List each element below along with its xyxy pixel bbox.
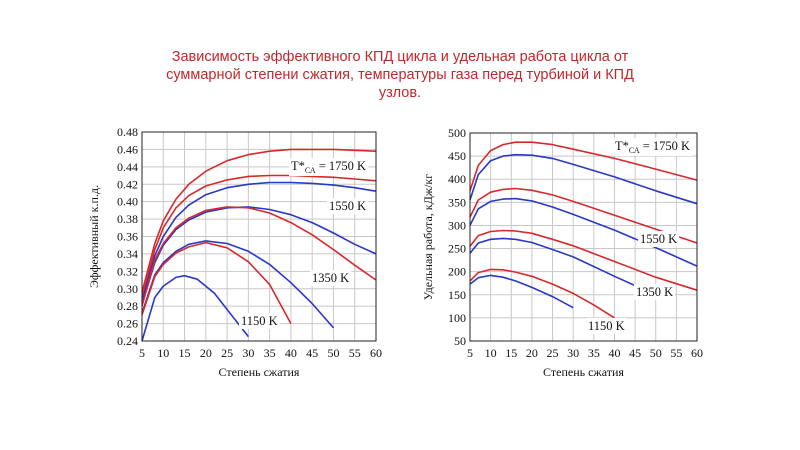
series-line-1 xyxy=(469,153,698,205)
x-tick-label: 40 xyxy=(285,346,297,360)
plot-frame xyxy=(469,132,698,342)
x-tick-label: 55 xyxy=(670,346,682,360)
x-tick-label: 30 xyxy=(567,346,579,360)
y-tick-label: 0.42 xyxy=(117,177,138,191)
series-line-2 xyxy=(469,187,698,244)
y-tick-label: 450 xyxy=(448,149,466,163)
temperature-label-0: T*СА = 1750 K xyxy=(615,139,690,155)
series-line-4 xyxy=(141,206,377,307)
y-tick-label: 0.30 xyxy=(117,282,138,296)
x-tick-label: 50 xyxy=(650,346,662,360)
series-line-1 xyxy=(141,174,377,298)
series-line-0 xyxy=(141,148,377,293)
x-tick-label: 15 xyxy=(505,346,517,360)
y-tick-label: 0.46 xyxy=(117,142,138,156)
x-tick-label: 45 xyxy=(306,346,318,360)
x-tick-label: 60 xyxy=(691,346,703,360)
series-line-5 xyxy=(469,237,657,296)
x-tick-label: 50 xyxy=(327,346,339,360)
x-tick-label: 60 xyxy=(370,346,382,360)
y-tick-label: 300 xyxy=(448,218,466,232)
x-tick-label: 40 xyxy=(608,346,620,360)
plot-frame xyxy=(141,131,377,342)
temperature-label-2: 1350 K xyxy=(636,285,673,299)
series-line-5 xyxy=(141,240,335,329)
annotation-bg xyxy=(638,231,680,247)
temperature-label-1: 1550 K xyxy=(329,199,366,213)
x-tick-label: 10 xyxy=(485,346,497,360)
y-tick-label: 0.28 xyxy=(117,299,138,313)
series-line-6 xyxy=(141,241,292,324)
y-tick-label: 0.26 xyxy=(117,317,138,331)
title-line-1: Зависимость эффективного КПД цикла и уде… xyxy=(171,49,629,65)
y-axis-label: Эффективный к.п.д. xyxy=(87,185,101,288)
y-tick-label: 0.48 xyxy=(117,125,138,139)
x-tick-label: 15 xyxy=(179,346,191,360)
slide-title: Зависимость эффективного КПД цикла и уде… xyxy=(130,48,670,102)
temperature-label-0: T*СА = 1750 K xyxy=(291,159,366,175)
y-tick-label: 50 xyxy=(454,334,466,348)
x-tick-label: 10 xyxy=(157,346,169,360)
y-tick-label: 0.32 xyxy=(117,264,138,278)
annotation-bg xyxy=(634,284,676,300)
y-tick-label: 500 xyxy=(448,126,466,140)
annotation-bg xyxy=(310,270,352,286)
temperature-label-1: 1550 K xyxy=(640,232,677,246)
title-line-2: суммарной степени сжатия, температуры га… xyxy=(166,67,634,83)
y-axis-label: Удельная работа, кДж/кг xyxy=(421,174,435,300)
annotation-bg xyxy=(586,318,627,334)
x-tick-label: 25 xyxy=(221,346,233,360)
title-line-3: узлов. xyxy=(378,85,422,101)
annotation-bg xyxy=(613,138,693,156)
y-tick-label: 0.38 xyxy=(117,212,138,226)
efficiency-chart: 5 10 15 20 25 30 35 40 45 50 55 60 0.24 0.26 0.28 0.30 0… xyxy=(87,125,382,379)
temperature-label-3: 1150 K xyxy=(241,314,278,328)
x-tick-label: 20 xyxy=(200,346,212,360)
x-tick-label: 45 xyxy=(629,346,641,360)
y-tick-label: 100 xyxy=(448,311,466,325)
y-tick-label: 0.24 xyxy=(117,334,138,348)
x-axis-label: Степень сжатия xyxy=(219,365,300,379)
y-tick-label: 200 xyxy=(448,265,466,279)
annotation-bg xyxy=(289,158,369,176)
x-tick-label: 35 xyxy=(264,346,276,360)
x-tick-label: 5 xyxy=(139,346,145,360)
x-tick-label: 5 xyxy=(467,346,473,360)
x-tick-label: 35 xyxy=(588,346,600,360)
y-tick-label: 0.40 xyxy=(117,195,138,209)
y-tick-label: 0.34 xyxy=(117,247,138,261)
y-tick-label: 350 xyxy=(448,195,466,209)
annotation-bg xyxy=(327,198,369,214)
series-line-3 xyxy=(469,197,698,267)
series-line-4 xyxy=(469,229,698,291)
x-axis-label: Степень сжатия xyxy=(543,365,624,379)
x-tick-label: 30 xyxy=(242,346,254,360)
series-line-6 xyxy=(469,268,615,319)
series-line-0 xyxy=(469,141,698,192)
specific-work-chart: 5 10 15 20 25 30 35 40 45 50 55 60 50 100 150 200 250 300… xyxy=(421,126,703,379)
x-tick-label: 25 xyxy=(547,346,559,360)
annotation-bg xyxy=(239,313,280,329)
x-tick-label: 20 xyxy=(526,346,538,360)
y-tick-label: 0.44 xyxy=(117,160,138,174)
series-line-7 xyxy=(469,274,574,309)
y-tick-label: 0.36 xyxy=(117,230,138,244)
series-line-2 xyxy=(141,181,377,303)
y-tick-label: 400 xyxy=(448,172,466,186)
temperature-label-2: 1350 K xyxy=(312,271,349,285)
x-tick-label: 55 xyxy=(349,346,361,360)
y-tick-label: 250 xyxy=(448,242,466,256)
y-tick-label: 150 xyxy=(448,288,466,302)
series-line-7 xyxy=(141,274,250,342)
temperature-label-3: 1150 K xyxy=(588,319,625,333)
